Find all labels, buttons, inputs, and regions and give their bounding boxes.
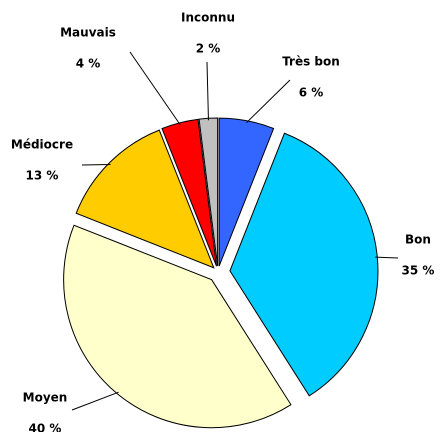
pie-slice xyxy=(218,117,275,267)
slice-label: Inconnu xyxy=(181,11,235,25)
slice-label: Mauvais xyxy=(60,26,116,40)
slice-label: Médiocre xyxy=(11,138,73,152)
leader-line xyxy=(246,79,291,124)
slice-label: Moyen xyxy=(23,391,68,405)
pie-slice xyxy=(63,224,292,429)
pie-slice xyxy=(75,129,215,269)
slice-value-label: 6 % xyxy=(299,86,324,100)
leader-line xyxy=(206,61,209,121)
slice-value-label: 35 % xyxy=(402,264,435,278)
slice-label: Bon xyxy=(405,233,431,247)
slice-value-label: 13 % xyxy=(26,169,59,183)
slice-value-label: 2 % xyxy=(196,42,221,56)
slice-value-label: 4 % xyxy=(76,57,101,71)
leader-line xyxy=(129,51,181,126)
leader-line xyxy=(71,391,119,411)
pie-slice xyxy=(161,118,218,267)
leader-line xyxy=(375,256,399,259)
slice-label: Très bon xyxy=(282,55,340,69)
slice-value-label: 40 % xyxy=(29,422,62,432)
